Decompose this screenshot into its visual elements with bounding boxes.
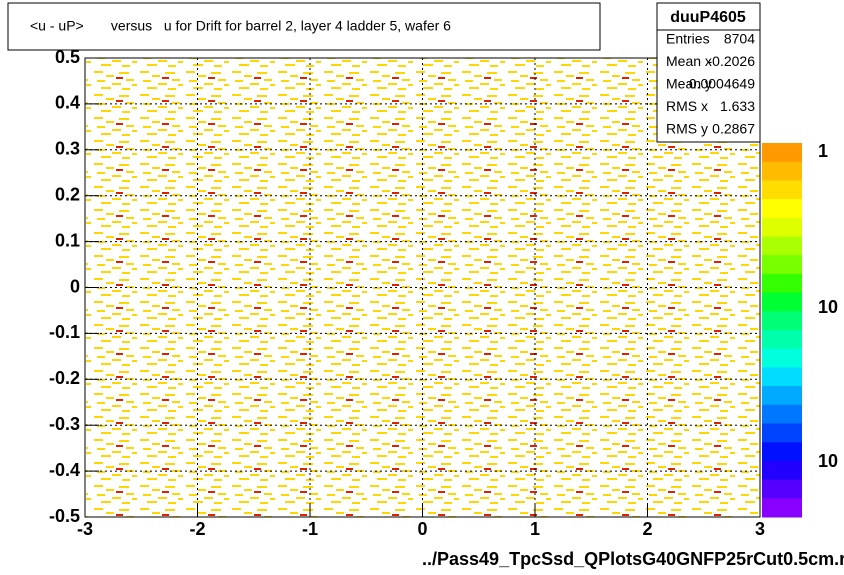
x-tick-label: -1	[302, 519, 318, 539]
palette-band	[762, 367, 802, 387]
palette-band	[762, 273, 802, 294]
stats-key: RMS x	[666, 98, 708, 114]
stats-key: RMS y	[666, 121, 708, 137]
x-tick-label: 1	[530, 519, 540, 539]
y-tick-label: 0.3	[55, 139, 80, 159]
y-tick-label: -0.1	[49, 322, 80, 342]
palette-band	[762, 143, 802, 163]
y-tick-label: -0.4	[49, 460, 80, 480]
x-tick-label: -3	[77, 519, 93, 539]
palette-band	[762, 161, 802, 181]
stats-value: 0.2867	[712, 121, 755, 137]
stats-key: Mean y	[666, 76, 712, 92]
palette-band	[762, 292, 802, 312]
stats-value: 0.0004649	[689, 76, 755, 92]
x-tick-label: 2	[642, 519, 652, 539]
palette-band	[762, 460, 802, 481]
palette-band	[762, 236, 802, 256]
title-box	[7, 2, 601, 51]
palette-band	[762, 217, 802, 237]
stats-box	[656, 2, 761, 143]
palette-band	[762, 479, 802, 499]
palette-band	[762, 498, 802, 518]
colorbar-label: 1	[818, 141, 828, 161]
stats-value: 1.633	[720, 98, 755, 114]
y-tick-label: -0.5	[49, 506, 80, 526]
palette-band	[762, 404, 802, 424]
palette-band	[762, 255, 802, 275]
y-tick-label: -0.3	[49, 414, 80, 434]
y-tick-label: 0.5	[55, 47, 80, 67]
palette-band	[762, 423, 802, 443]
y-tick-label: 0	[70, 276, 80, 296]
y-tick-label: 0.1	[55, 230, 80, 250]
palette-band	[762, 330, 802, 350]
colorbar-label: 10	[818, 297, 838, 317]
palette-band	[762, 311, 802, 331]
stats-value: 8704	[724, 31, 755, 47]
x-tick-label: -2	[189, 519, 205, 539]
palette-band	[762, 199, 802, 219]
stats-value: -0.2026	[708, 53, 756, 69]
y-tick-label: 0.4	[55, 93, 80, 113]
palette-band	[762, 386, 802, 406]
stats-title: duuP4605	[670, 9, 746, 26]
palette-band	[762, 442, 802, 462]
palette-band	[762, 348, 802, 368]
chart-title: <u - uP> versus u for Drift for barrel 2…	[30, 18, 451, 34]
stats-key: Entries	[666, 31, 710, 47]
stats-key: Mean x	[666, 53, 712, 69]
y-tick-label: -0.2	[49, 368, 80, 388]
colorbar-label: 10	[818, 451, 838, 471]
x-axis-title: ../Pass49_TpcSsd_QPlotsG40GNFP25rCut0.5c…	[422, 549, 844, 569]
x-tick-label: 3	[755, 519, 765, 539]
x-tick-label: 0	[417, 519, 427, 539]
palette-band	[762, 180, 802, 200]
y-tick-label: 0.2	[55, 184, 80, 204]
